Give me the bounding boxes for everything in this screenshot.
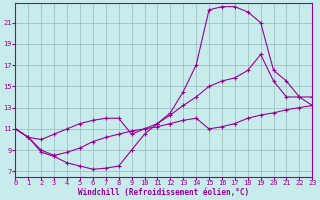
X-axis label: Windchill (Refroidissement éolien,°C): Windchill (Refroidissement éolien,°C) xyxy=(78,188,249,197)
